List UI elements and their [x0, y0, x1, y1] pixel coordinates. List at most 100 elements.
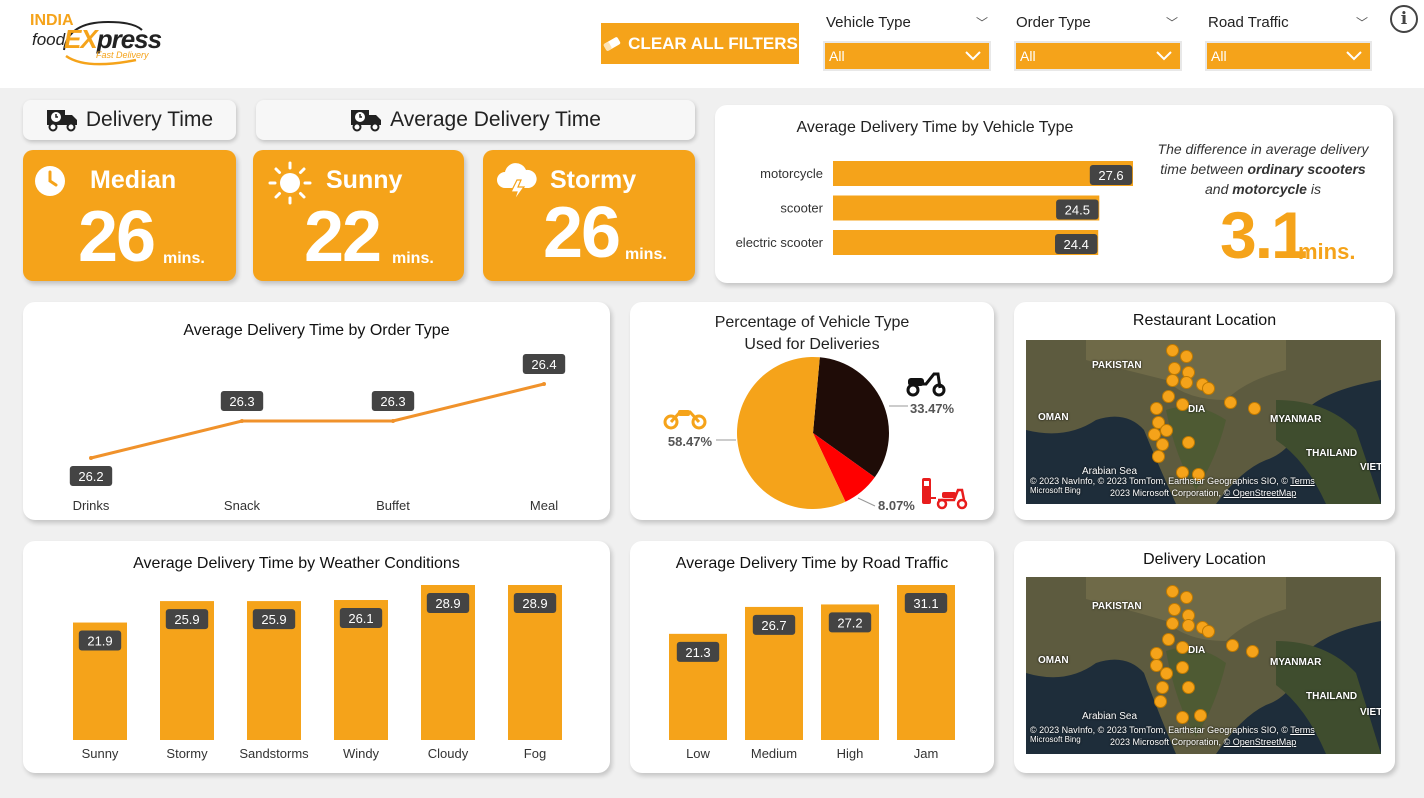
- chevron-down-icon[interactable]: ﹀: [1356, 16, 1369, 30]
- weather-chart-svg: 21.9 Sunny 25.9 Stormy 25.9 Sandstorms 26.1 Win…: [73, 585, 562, 761]
- info-icon[interactable]: i: [1390, 5, 1418, 33]
- restaurant-location-card: Restaurant Location PAKISTAN OMAN DIA MY…: [1014, 302, 1395, 520]
- chevron-down-icon[interactable]: ﹀: [976, 16, 989, 30]
- chevron-down-icon: [1346, 51, 1362, 61]
- vehicle-type-filter-label: Vehicle Type: [826, 14, 911, 31]
- map-point: [1180, 350, 1193, 363]
- map-credit-text: © 2023 NavInfo, © 2023 TomTom, Earthstar…: [1030, 725, 1288, 735]
- note-line-3: and motorcycle is: [1145, 179, 1381, 199]
- map-point: [1248, 402, 1261, 415]
- vehicle-type-chart-svg: motorcycle 27.6 scooter 24.5 electric scoote…: [736, 161, 1133, 255]
- weather-tick-label: Fog: [524, 746, 546, 761]
- order-type-tick-label: Meal: [530, 498, 558, 513]
- map-point: [1166, 617, 1179, 630]
- map-point: [1182, 681, 1195, 694]
- road-traffic-chart-title: Average Delivery Time by Road Traffic: [675, 555, 949, 572]
- traffic-value-label: 21.3: [676, 641, 720, 662]
- order-type-value-label: 26.2: [69, 466, 113, 486]
- map-point: [1226, 639, 1239, 652]
- electric-scooter-icon: [922, 478, 968, 510]
- map-point: [1180, 591, 1193, 604]
- svg-text:25.9: 25.9: [261, 612, 286, 627]
- note-line-3-em: motorcycle: [1232, 181, 1307, 197]
- vehicle-bar[interactable]: [833, 230, 1099, 255]
- kpi-sunny-card: Sunny 22 mins.: [253, 150, 464, 281]
- svg-text:26.3: 26.3: [229, 394, 254, 409]
- vehicle-type-chart-title: Average Delivery Time by Vehicle Type: [796, 119, 1074, 136]
- map-credit-corp: 2023 Microsoft Corporation,: [1110, 737, 1222, 747]
- road-traffic-chart-svg: 21.3 Low 26.7 Medium 27.2 High 31.1 Jam: [669, 585, 955, 761]
- map-label-oman: OMAN: [1038, 412, 1069, 423]
- clear-all-filters-label: CLEAR ALL FILTERS: [628, 33, 798, 53]
- weather-tick-label: Windy: [343, 746, 380, 761]
- pie-slice-scooter[interactable]: [813, 357, 889, 478]
- map-terms-link[interactable]: Terms: [1290, 725, 1315, 735]
- map-terms-link[interactable]: Terms: [1290, 476, 1315, 486]
- note-line-3-post: is: [1306, 181, 1321, 197]
- motorcycle-icon: [663, 410, 707, 430]
- traffic-tick-label: High: [837, 746, 864, 761]
- map-label-thailand: THAILAND: [1306, 448, 1358, 459]
- map-point: [1150, 402, 1163, 415]
- map-point: [1166, 374, 1179, 387]
- order-type-tick-label: Drinks: [73, 498, 110, 513]
- map-point: [1202, 382, 1215, 395]
- map-label-india: DIA: [1188, 645, 1206, 656]
- map-point: [1156, 681, 1169, 694]
- kpi-median-card: Median 26 mins.: [23, 150, 236, 281]
- delivery-truck-icon: [351, 110, 382, 132]
- order-type-point[interactable]: [240, 419, 244, 423]
- delivery-map[interactable]: PAKISTAN OMAN DIA MYANMAR THAILAND VIET …: [1026, 577, 1381, 754]
- pie-title-line-2: Used for Deliveries: [744, 336, 880, 353]
- kpi-sunny-unit: mins.: [392, 250, 434, 267]
- order-type-point[interactable]: [542, 382, 546, 386]
- pie-slice-electric-scooter[interactable]: [813, 433, 875, 502]
- vehicle-type-dropdown[interactable]: All: [823, 41, 991, 71]
- road-traffic-chart-card: Average Delivery Time by Road Traffic 21…: [630, 541, 994, 773]
- map-point: [1166, 344, 1179, 357]
- vehicle-bar[interactable]: [833, 195, 1100, 221]
- restaurant-map[interactable]: PAKISTAN OMAN DIA MYANMAR THAILAND VIET …: [1026, 340, 1381, 504]
- map-osm-link[interactable]: © OpenStreetMap: [1223, 737, 1297, 747]
- logo-tagline: Fast Delivery: [96, 50, 149, 60]
- restaurant-map-title: Restaurant Location: [1132, 312, 1277, 329]
- note-line-3-pre: and: [1205, 181, 1233, 197]
- note-line-2-pre: time between: [1160, 161, 1248, 177]
- pie-chart-svg: 33.47% 8.07% 58.47%: [663, 357, 968, 513]
- map-point: [1152, 450, 1165, 463]
- clear-all-filters-button[interactable]: CLEAR ALL FILTERS: [601, 23, 799, 64]
- order-type-value-label: 26.3: [220, 391, 264, 411]
- pie-label-scooter: 33.47%: [910, 401, 955, 416]
- logo-swoosh-icon: [63, 20, 143, 66]
- kpi-sunny-value: 22: [304, 197, 382, 277]
- order-type-point[interactable]: [89, 456, 93, 460]
- vehicle-type-chart-card: Average Delivery Time by Vehicle Type mo…: [715, 105, 1393, 283]
- map-label-arabian-sea: Arabian Sea: [1082, 711, 1138, 722]
- map-point: [1176, 711, 1189, 724]
- weather-value-label: 21.9: [78, 630, 122, 651]
- delivery-location-card: Delivery Location PAKISTAN OMAN DIA MYAN…: [1014, 541, 1395, 773]
- weather-value-label: 26.1: [339, 608, 383, 629]
- traffic-value-label: 27.2: [828, 612, 872, 633]
- road-traffic-dropdown[interactable]: All: [1205, 41, 1372, 71]
- logo-express-text: EXpress: [64, 24, 162, 55]
- pie-slice-motorcycle[interactable]: [737, 357, 846, 509]
- vehicle-category-label: scooter: [780, 201, 823, 216]
- storm-icon: [497, 163, 537, 202]
- weather-tick-label: Stormy: [166, 746, 208, 761]
- order-type-dropdown[interactable]: All: [1014, 41, 1182, 71]
- map-point: [1194, 709, 1207, 722]
- scooter-icon: [906, 372, 946, 397]
- map-osm-link[interactable]: © OpenStreetMap: [1223, 488, 1297, 498]
- delivery-time-header-label: Delivery Time: [85, 108, 214, 131]
- chevron-down-icon[interactable]: ﹀: [1166, 16, 1179, 30]
- map-point: [1168, 362, 1181, 375]
- map-label-myanmar: MYANMAR: [1270, 414, 1322, 425]
- kpi-median-value: 26: [78, 197, 156, 277]
- map-credit-line-2: 2023 Microsoft Corporation, © OpenStreet…: [1110, 488, 1296, 498]
- map-point: [1176, 466, 1189, 479]
- logo-food-text: food: [32, 30, 66, 49]
- vehicle-bar[interactable]: [833, 161, 1133, 186]
- pie-chart-title: Percentage of Vehicle Type Used for Deli…: [630, 312, 994, 356]
- order-type-point[interactable]: [391, 419, 395, 423]
